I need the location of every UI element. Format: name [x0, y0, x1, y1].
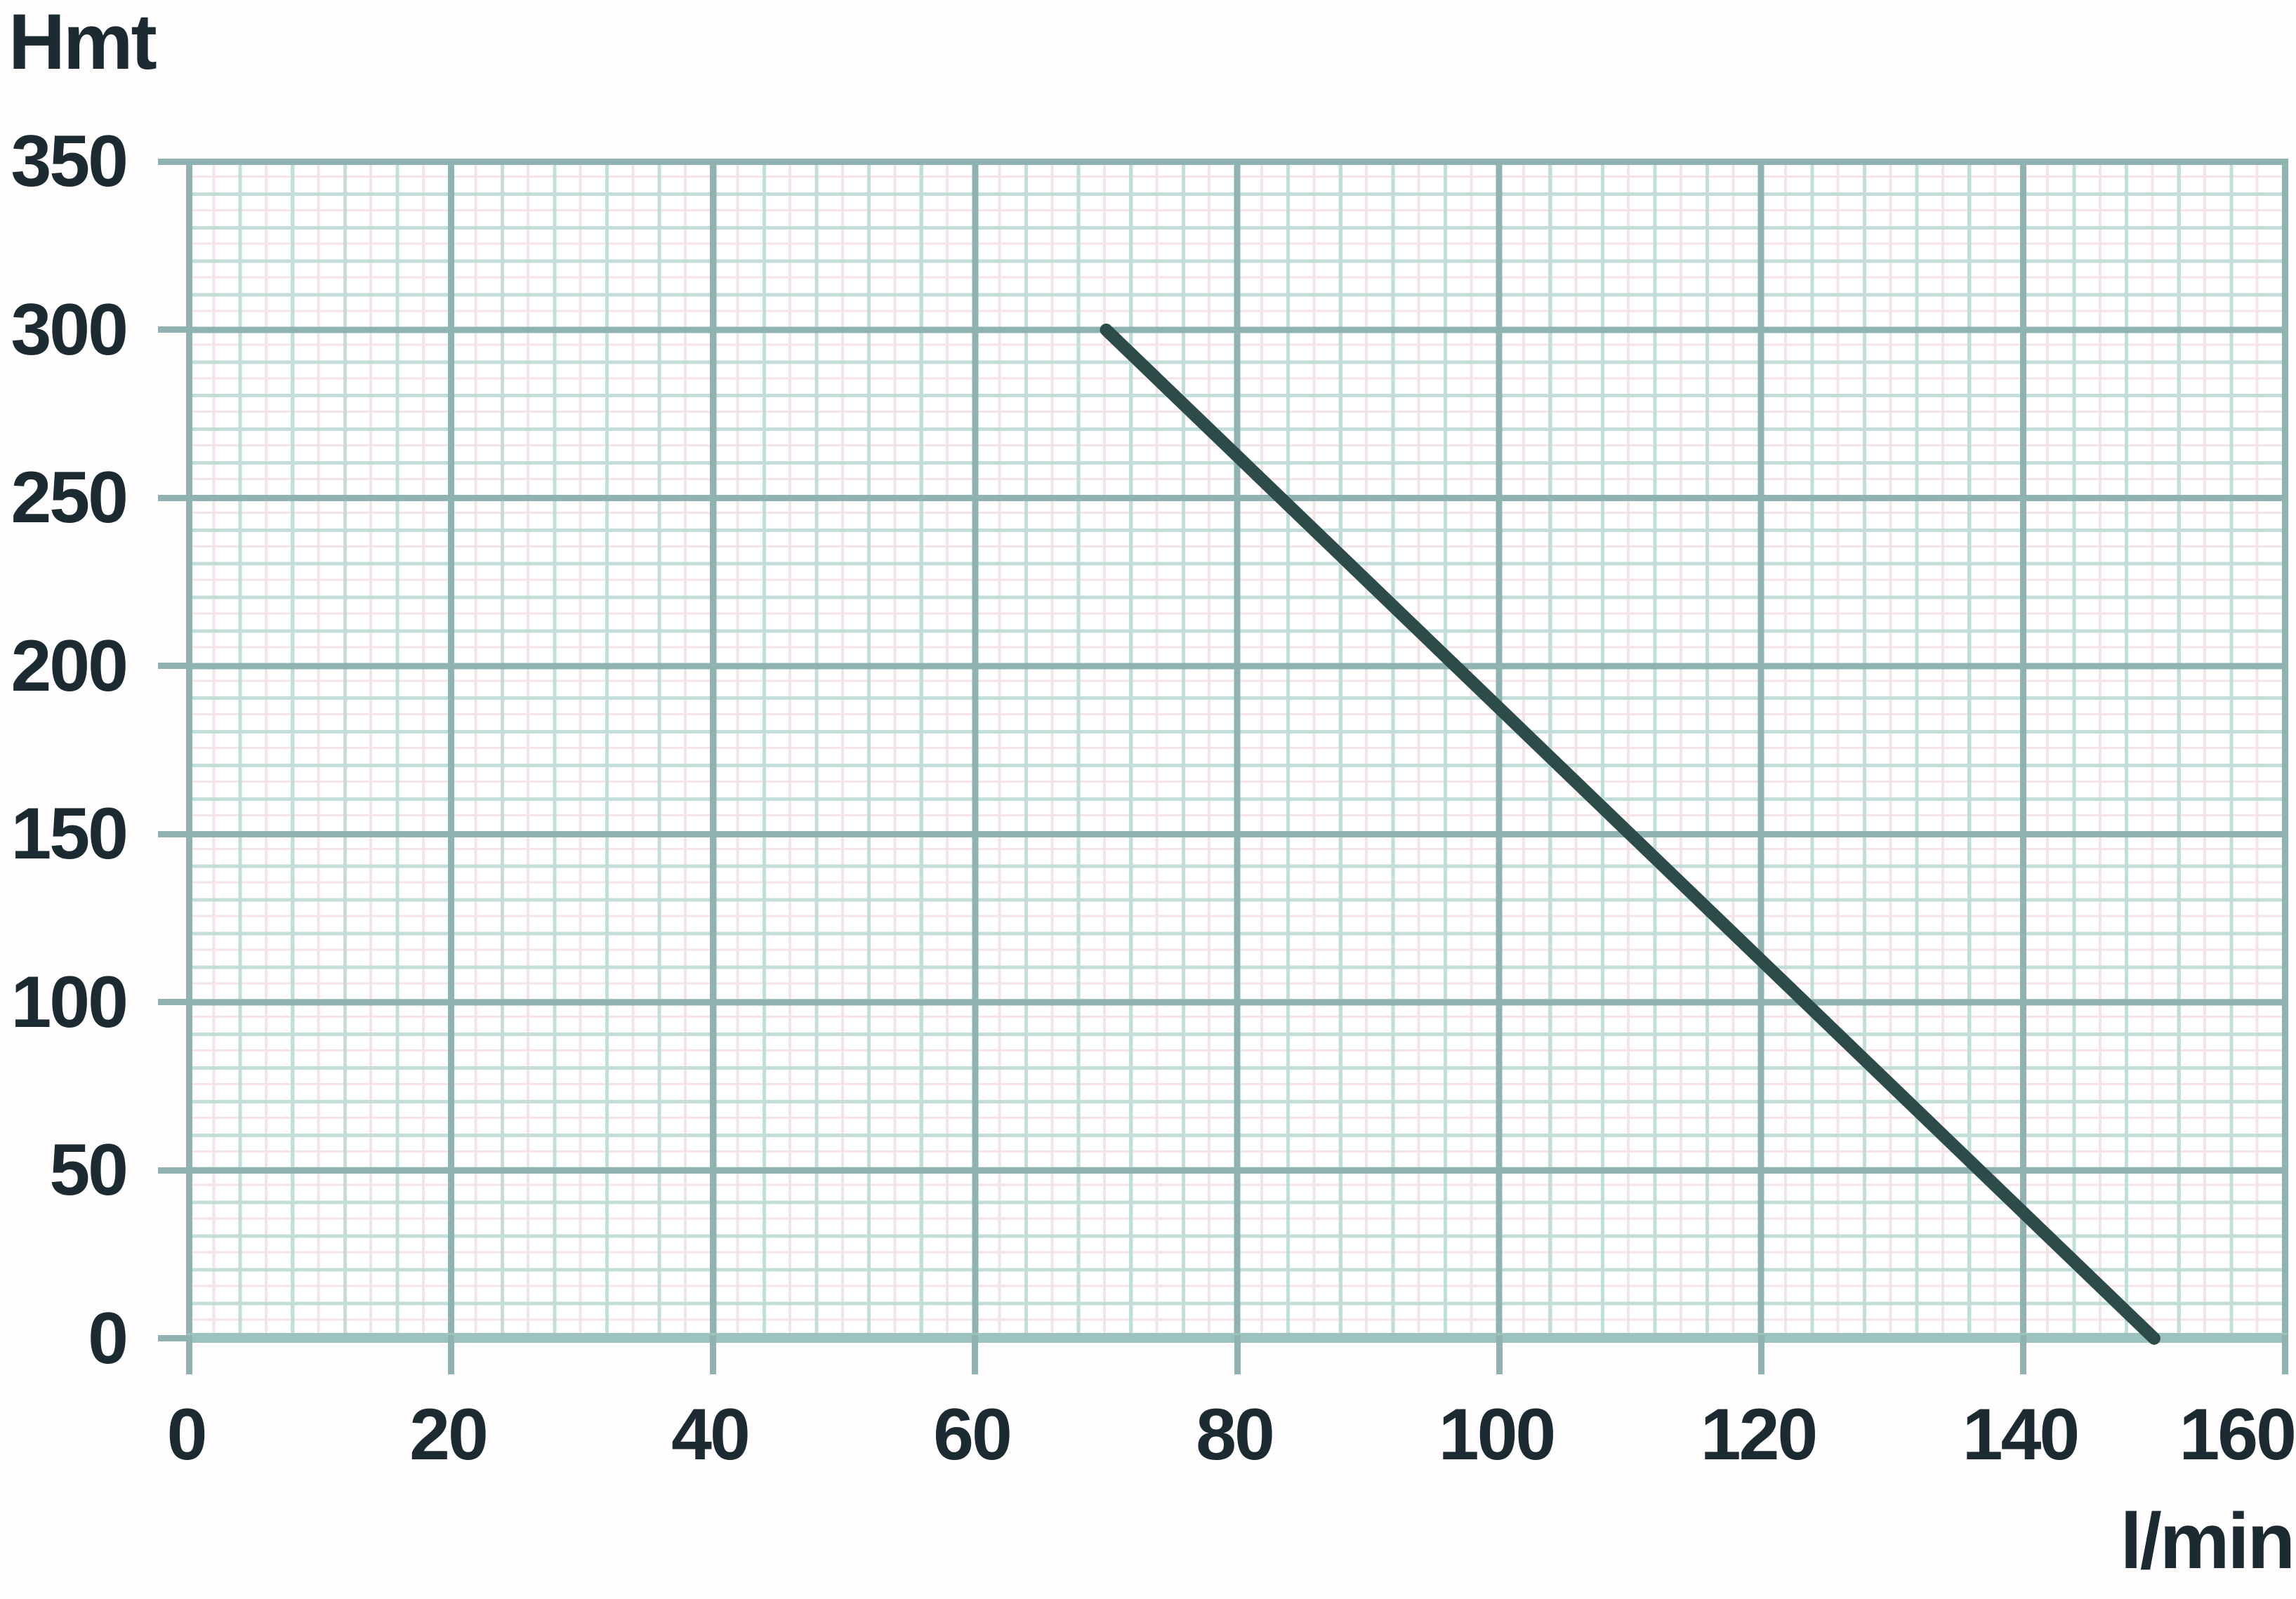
x-axis-tick — [2282, 1335, 2288, 1374]
x-tick-label: 140 — [1962, 1394, 2080, 1475]
x-tick-label: 80 — [1196, 1394, 1275, 1475]
plot-area — [158, 159, 2288, 1374]
x-axis-tick — [2020, 1335, 2026, 1374]
y-axis-tick — [158, 159, 186, 165]
y-tick-label: 100 — [11, 962, 128, 1043]
x-axis-tick — [1234, 1335, 1241, 1374]
x-axis-tick — [1496, 1335, 1503, 1374]
y-tick-label: 250 — [11, 457, 128, 538]
x-tick-label: 60 — [933, 1394, 1012, 1475]
x-tick-label: 20 — [409, 1394, 489, 1475]
y-axis-tick — [158, 495, 186, 501]
x-tick-label: 0 — [166, 1394, 208, 1475]
y-tick-label: 150 — [11, 793, 128, 875]
curve-line — [1100, 323, 2160, 1345]
pump-curve — [1100, 323, 2160, 1345]
x-tick-label: 40 — [671, 1394, 751, 1475]
y-tick-label: 200 — [11, 625, 128, 707]
x-tick-label: 160 — [2179, 1394, 2296, 1475]
y-tick-label: 50 — [49, 1129, 128, 1211]
x-tick-label: 120 — [1700, 1394, 1819, 1475]
x-axis-tick — [1758, 1335, 1764, 1374]
y-axis-title: Hmt — [8, 0, 157, 86]
y-tick-label: 0 — [88, 1298, 128, 1379]
x-axis-tick — [448, 1335, 454, 1374]
y-axis-tick — [158, 831, 186, 837]
x-axis-tick — [972, 1335, 978, 1374]
y-axis-tick — [158, 1335, 186, 1341]
x-axis-tick — [186, 1335, 192, 1374]
y-axis-tick — [158, 663, 186, 669]
x-tick-label: 100 — [1438, 1394, 1557, 1475]
y-axis-tick — [158, 326, 186, 333]
y-tick-label: 350 — [11, 121, 128, 202]
x-axis-title: l/min — [2120, 1497, 2295, 1585]
y-tick-label: 300 — [11, 289, 128, 371]
y-axis-tick — [158, 999, 186, 1005]
y-axis-tick — [158, 1167, 186, 1174]
x-axis-tick — [710, 1335, 716, 1374]
